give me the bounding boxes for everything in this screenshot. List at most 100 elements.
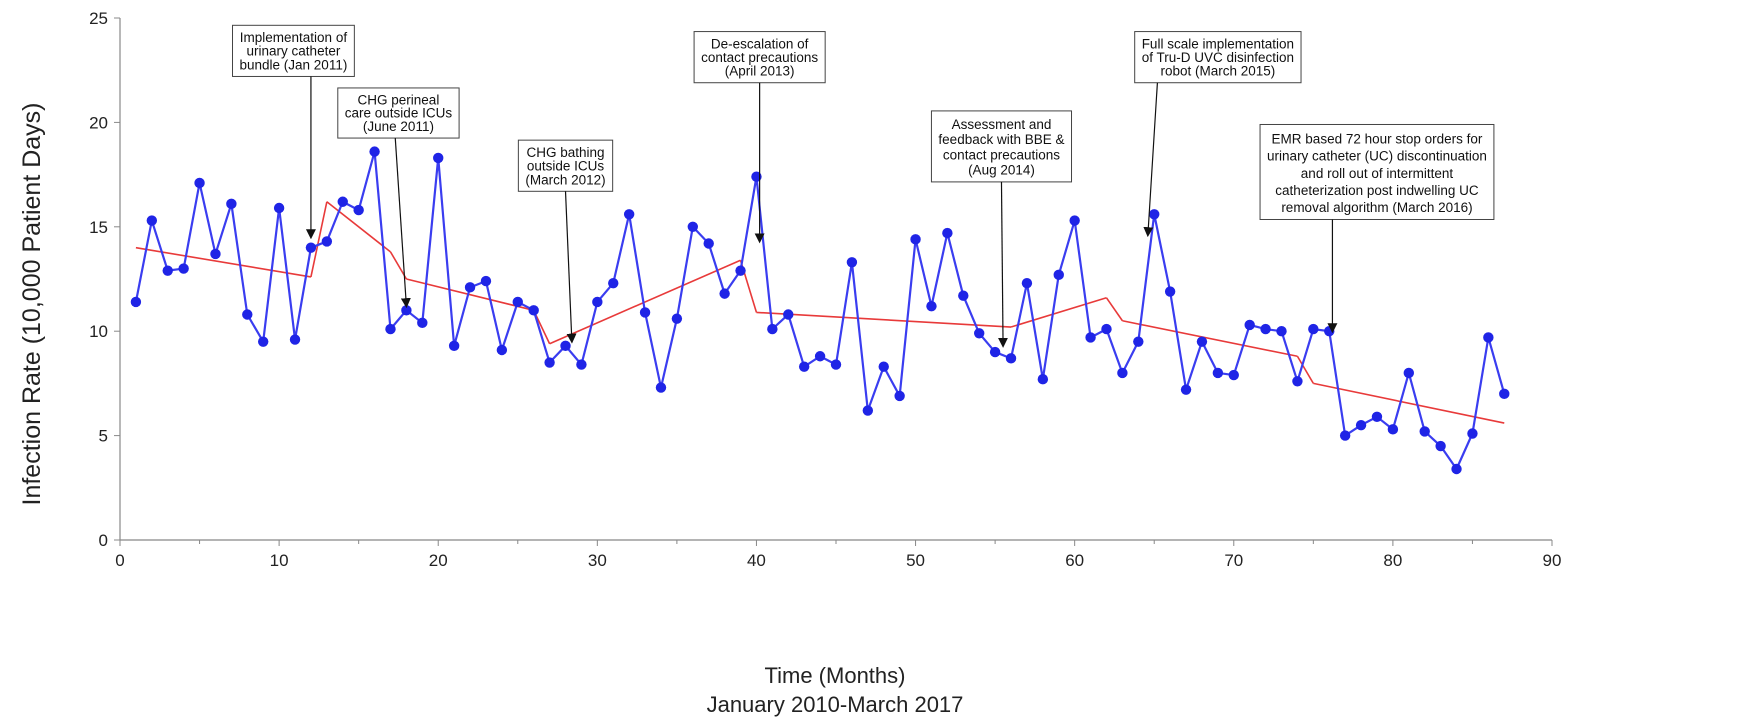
x-tick-label: 40 — [747, 551, 766, 570]
data-point — [1419, 426, 1430, 437]
y-axis-label: Infection Rate (10,000 Patient Days) — [18, 102, 46, 505]
annotation-line: Full scale implementation — [1142, 36, 1294, 51]
annotation-line: Assessment and — [952, 117, 1052, 132]
data-point — [480, 275, 492, 287]
data-point — [655, 382, 667, 393]
annotation-line: contact precautions — [943, 147, 1060, 162]
data-point — [1228, 369, 1239, 381]
data-point — [1005, 353, 1017, 364]
data-point — [1339, 430, 1351, 441]
trend-segment — [310, 201, 328, 278]
data-point — [958, 290, 969, 301]
annotation-box — [693, 31, 826, 84]
data-point — [719, 288, 730, 299]
annotation-box — [930, 110, 1073, 183]
y-tick-label: 5 — [99, 427, 108, 446]
data-point — [1069, 215, 1080, 226]
data-point — [194, 177, 205, 189]
trend-segment — [1122, 319, 1298, 358]
annotation-line: feedback with BBE & — [938, 132, 1064, 147]
data-point — [814, 351, 826, 362]
annotation-line: (April 2013) — [725, 64, 795, 79]
annotation-arrow — [997, 181, 1008, 348]
annotation-line: urinary catheter (UC) discontinuation — [1267, 149, 1487, 164]
data-point — [226, 198, 237, 210]
data-point — [258, 336, 269, 347]
y-tick-label: 20 — [89, 113, 108, 132]
data-point — [671, 313, 683, 324]
annotation-box — [337, 87, 460, 139]
trend-segment — [549, 259, 741, 345]
data-point — [1053, 269, 1064, 281]
data-point — [544, 357, 555, 368]
y-tick-label: 0 — [99, 531, 108, 550]
data-point — [735, 265, 746, 276]
annotation-box — [1134, 31, 1302, 84]
data-point — [1196, 336, 1208, 347]
data-point — [1085, 332, 1096, 343]
data-point — [576, 359, 587, 370]
data-point — [305, 242, 317, 253]
x-tick-label: 30 — [588, 551, 607, 570]
data-point — [1117, 367, 1128, 379]
data-point — [1244, 319, 1255, 331]
data-point — [560, 340, 571, 352]
annotation-line: De-escalation of — [711, 36, 809, 51]
annotation-box — [1259, 123, 1495, 220]
data-point — [1435, 440, 1446, 452]
annotation-line: outside ICUs — [527, 159, 605, 174]
data-point — [130, 296, 142, 308]
data-point — [592, 296, 603, 308]
x-tick-label: 70 — [1224, 551, 1243, 570]
data-point — [1037, 374, 1049, 385]
data-point — [210, 248, 221, 260]
annotation-line: care outside ICUs — [345, 106, 453, 121]
data-point — [1355, 419, 1367, 431]
annotation-arrow — [564, 191, 577, 344]
annotation-line: removal algorithm (March 2016) — [1281, 200, 1472, 215]
annotation-line: Implementation of — [240, 30, 348, 45]
y-tick-label: 25 — [89, 9, 108, 28]
data-point — [528, 305, 539, 316]
x-tick-label: 10 — [270, 551, 289, 570]
data-point — [783, 309, 794, 320]
data-point — [321, 236, 333, 247]
data-point — [894, 390, 905, 402]
data-point — [1101, 323, 1112, 335]
data-point — [1133, 336, 1144, 347]
data-point — [1292, 376, 1303, 387]
x-tick-label: 20 — [429, 551, 448, 570]
data-point — [1467, 428, 1478, 439]
data-point — [767, 323, 778, 335]
trend-segment — [1010, 297, 1107, 328]
x-axis-label: Time (Months) — [765, 663, 906, 688]
series-group — [130, 146, 1510, 475]
trend-line-group — [135, 201, 1505, 424]
annotation-line: (June 2011) — [363, 119, 434, 134]
data-point — [146, 215, 158, 226]
data-point — [608, 277, 619, 289]
data-point — [1483, 332, 1494, 343]
data-point — [989, 346, 1001, 358]
data-point — [942, 227, 953, 239]
x-tick-label: 50 — [906, 551, 925, 570]
data-point — [1149, 209, 1160, 220]
data-point — [1451, 463, 1462, 475]
data-point — [464, 282, 476, 293]
data-point — [926, 300, 937, 312]
data-point — [242, 309, 253, 320]
data-point — [910, 234, 921, 245]
annotation-line: bundle (Jan 2011) — [240, 57, 348, 72]
